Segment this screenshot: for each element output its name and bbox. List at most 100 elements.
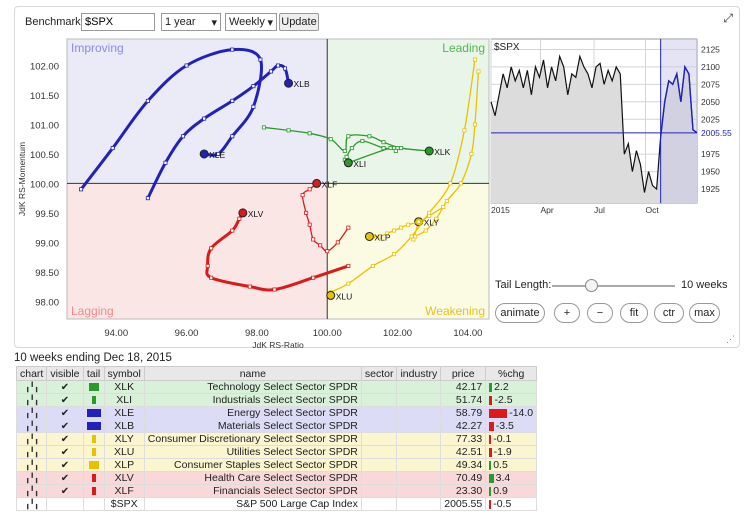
tail-point bbox=[462, 128, 467, 133]
chg-value: -1.9 bbox=[493, 446, 512, 458]
price-y-tick: 2100 bbox=[701, 62, 720, 72]
price-y-tick: 1925 bbox=[701, 184, 720, 194]
col-chg: %chg bbox=[485, 366, 538, 381]
price-y-tick: 2050 bbox=[701, 97, 720, 107]
zoom-out-button[interactable]: − bbox=[587, 303, 613, 323]
table-row[interactable]: ╻╹╻ ✔ XLE Energy Select Sector SPDR 58.79 -14… bbox=[15, 406, 538, 420]
chg-bar bbox=[489, 408, 508, 418]
visible-checkbox[interactable] bbox=[46, 497, 84, 511]
tail-point bbox=[145, 98, 150, 103]
y-tick-label: 99.50 bbox=[35, 209, 59, 220]
table-row[interactable]: ╻╹╻ ✔ XLV Health Care Select Sector SPDR 70.… bbox=[15, 471, 538, 485]
zoom-in-button[interactable]: + bbox=[554, 303, 580, 323]
chevron-down-icon: ▾ bbox=[267, 16, 273, 29]
chg-value: -2.5 bbox=[494, 394, 513, 406]
price-cell: 2005.55 bbox=[440, 497, 487, 511]
chart-icon[interactable]: ╻╹╻ bbox=[15, 419, 48, 433]
symbol-cell[interactable]: XLV bbox=[103, 471, 145, 485]
visible-checkbox[interactable]: ✔ bbox=[46, 380, 84, 394]
symbol-cell[interactable]: XLB bbox=[103, 419, 145, 433]
chart-icon[interactable]: ╻╹╻ bbox=[15, 380, 48, 394]
chart-icon[interactable]: ╻╹╻ bbox=[15, 406, 48, 420]
resize-handle-icon[interactable]: ⋰ bbox=[726, 334, 735, 344]
head-xlv[interactable] bbox=[238, 208, 248, 218]
period-select[interactable]: 1 year ▾ bbox=[161, 13, 221, 31]
tail-point bbox=[304, 210, 309, 215]
y-tick-label: 98.50 bbox=[35, 268, 59, 279]
tail-point bbox=[381, 146, 386, 151]
name-cell: Industrials Select Sector SPDR bbox=[143, 393, 362, 407]
chart-icon[interactable]: ╻╹╻ bbox=[15, 471, 48, 485]
tail-point bbox=[370, 263, 375, 268]
animate-button[interactable]: animate bbox=[495, 303, 545, 323]
tail-slider-track[interactable] bbox=[552, 285, 675, 287]
tail-xlk bbox=[263, 126, 430, 152]
visible-checkbox[interactable]: ✔ bbox=[46, 445, 84, 459]
symbol-cell[interactable]: XLK bbox=[103, 380, 145, 394]
table-row[interactable]: ╻╹╻ $SPX S&P 500 Large Cap Index 2005.55 -0.… bbox=[15, 497, 538, 511]
chart-icon[interactable]: ╻╹╻ bbox=[15, 497, 48, 511]
symbol-cell[interactable]: XLU bbox=[103, 445, 145, 459]
fit-button[interactable]: fit bbox=[620, 303, 648, 323]
center-button[interactable]: ctr bbox=[654, 303, 684, 323]
symbol-cell[interactable]: XLE bbox=[103, 406, 145, 420]
tail-point bbox=[393, 148, 398, 153]
tail-cell bbox=[82, 406, 105, 420]
table-row[interactable]: ╻╹╻ ✔ XLB Materials Select Sector SPDR 42.27… bbox=[15, 419, 538, 433]
chart-icon[interactable]: ╻╹╻ bbox=[15, 445, 48, 459]
name-cell: Financials Select Sector SPDR bbox=[143, 484, 362, 498]
head-xlf[interactable] bbox=[312, 178, 322, 188]
visible-checkbox[interactable]: ✔ bbox=[46, 458, 84, 472]
chart-icon[interactable]: ╻╹╻ bbox=[15, 484, 48, 498]
price-cell: 77.33 bbox=[440, 432, 487, 446]
table-row[interactable]: ╻╹╻ ✔ XLY Consumer Discretionary Select Sec… bbox=[15, 432, 538, 446]
tail-point bbox=[349, 146, 354, 151]
max-button[interactable]: max bbox=[689, 303, 720, 323]
tail-slider-handle[interactable] bbox=[585, 279, 598, 292]
symbol-cell[interactable]: XLI bbox=[103, 393, 145, 407]
tail-color-swatch bbox=[88, 383, 99, 392]
visible-checkbox[interactable]: ✔ bbox=[46, 432, 84, 446]
expand-icon[interactable]: ⤢ bbox=[723, 11, 733, 25]
symbol-cell[interactable]: XLY bbox=[103, 432, 145, 446]
visible-checkbox[interactable]: ✔ bbox=[46, 393, 84, 407]
head-xlp[interactable] bbox=[364, 231, 374, 241]
head-xlu[interactable] bbox=[326, 290, 336, 300]
table-row[interactable]: ╻╹╻ ✔ XLU Utilities Select Sector SPDR 42.51… bbox=[15, 445, 538, 459]
symbol-cell[interactable]: XLF bbox=[103, 484, 145, 498]
col-price: price bbox=[440, 366, 487, 381]
table-row[interactable]: ╻╹╻ ✔ XLK Technology Select Sector SPDR 42.1… bbox=[15, 380, 538, 394]
head-xli[interactable] bbox=[343, 158, 353, 168]
head-xlb[interactable] bbox=[284, 78, 294, 88]
table-row[interactable]: ╻╹╻ ✔ XLF Financials Select Sector SPDR 23.3… bbox=[15, 484, 538, 498]
symbol-cell[interactable]: XLP bbox=[103, 458, 145, 472]
chart-icon[interactable]: ╻╹╻ bbox=[15, 393, 48, 407]
tail-point bbox=[360, 138, 365, 143]
head-xlk[interactable] bbox=[424, 146, 434, 156]
tail-point bbox=[367, 134, 372, 139]
benchmark-label: Benchmark: bbox=[25, 16, 84, 28]
table-row[interactable]: ╻╹╻ ✔ XLI Industrials Select Sector SPDR 51.… bbox=[15, 393, 538, 407]
y-tick-label: 100.00 bbox=[30, 179, 59, 190]
chg-value: 0.5 bbox=[493, 459, 508, 471]
x-tick-label: 94.00 bbox=[104, 328, 128, 339]
symbol-cell[interactable]: $SPX bbox=[103, 497, 145, 511]
sector-cell bbox=[360, 406, 398, 420]
update-button[interactable]: Update bbox=[279, 13, 319, 31]
tail-point bbox=[311, 275, 316, 280]
visible-checkbox[interactable]: ✔ bbox=[46, 471, 84, 485]
head-xle[interactable] bbox=[199, 149, 209, 159]
frequency-select[interactable]: Weekly ▾ bbox=[225, 13, 277, 31]
table-row[interactable]: ╻╹╻ ✔ XLP Consumer Staples Select Sector SP… bbox=[15, 458, 538, 472]
chg-bar bbox=[489, 473, 494, 483]
visible-checkbox[interactable]: ✔ bbox=[46, 484, 84, 498]
visible-checkbox[interactable]: ✔ bbox=[46, 419, 84, 433]
y-tick-label: 100.50 bbox=[30, 150, 59, 161]
tail-xlf bbox=[301, 182, 349, 252]
x-tick-label: 102.00 bbox=[383, 328, 412, 339]
chart-icon[interactable]: ╻╹╻ bbox=[15, 432, 48, 446]
chart-icon[interactable]: ╻╹╻ bbox=[15, 458, 48, 472]
benchmark-input[interactable] bbox=[81, 13, 155, 31]
chg-value: -14.0 bbox=[509, 407, 534, 419]
visible-checkbox[interactable]: ✔ bbox=[46, 406, 84, 420]
